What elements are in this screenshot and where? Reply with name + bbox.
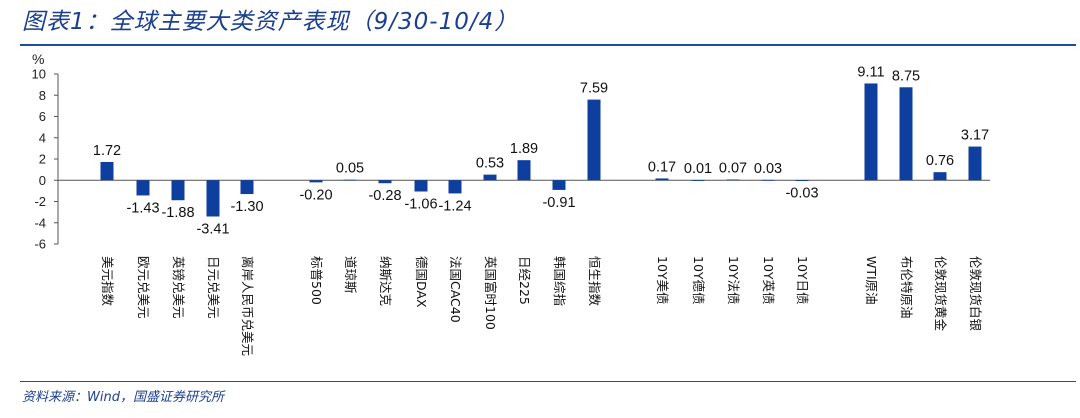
category-label: 美元指数 <box>100 256 115 307</box>
data-label: -0.28 <box>368 188 401 204</box>
y-tick-label: 4 <box>39 130 46 145</box>
bar <box>726 179 740 181</box>
bar <box>378 180 392 184</box>
category-label: 德国DAX <box>414 256 429 308</box>
bar <box>240 180 254 195</box>
source-note: 资料来源：Wind，国盛证券研究所 <box>22 390 224 405</box>
y-tick-label: 0 <box>39 173 46 188</box>
bar <box>761 179 775 181</box>
bar <box>933 172 947 181</box>
category-label: 日元兑美元 <box>206 256 221 319</box>
bar <box>448 180 462 194</box>
bar <box>552 180 566 190</box>
bar <box>691 180 705 181</box>
bar <box>587 99 601 181</box>
data-label: 0.17 <box>648 159 676 175</box>
bar <box>899 87 913 181</box>
footer-divider <box>20 381 1076 382</box>
category-label: WTI原油 <box>864 256 879 305</box>
y-tick-label: -6 <box>34 237 46 252</box>
bar <box>517 160 531 181</box>
category-label: 道琼斯 <box>343 256 358 294</box>
data-label: 0.53 <box>476 156 504 172</box>
data-label: 8.75 <box>892 68 920 84</box>
y-tick-label: 10 <box>32 67 46 82</box>
data-label: 7.59 <box>580 81 608 97</box>
bar <box>414 180 428 192</box>
category-label: 10Y德债 <box>691 256 706 305</box>
data-label: 1.72 <box>93 143 121 159</box>
category-label: 法国CAC40 <box>448 256 463 323</box>
bar <box>309 180 323 183</box>
category-label: 英国富时100 <box>483 256 498 330</box>
data-label: -1.06 <box>404 197 437 213</box>
y-axis-unit-label: % <box>32 51 44 67</box>
data-label: -1.43 <box>126 200 159 216</box>
bar <box>343 179 357 181</box>
data-label: 0.03 <box>754 161 782 177</box>
bar <box>100 161 114 181</box>
data-label: -1.88 <box>161 205 194 221</box>
bar <box>136 180 150 196</box>
data-label: 0.07 <box>719 161 747 177</box>
data-label: 0.01 <box>684 161 712 177</box>
y-tick-label: 6 <box>39 109 46 124</box>
category-label: 10Y法债 <box>726 256 741 305</box>
bar-chart: % -6 -4 -2 0 2 4 6 8 10 1.72 美元指数 -1.43 欧元兑美元 -1.88 英镑兑… <box>32 51 990 356</box>
bar <box>483 174 497 181</box>
data-label: 1.89 <box>510 141 538 157</box>
bar <box>968 146 982 181</box>
category-label: 韩国综指 <box>552 256 567 306</box>
category-label: 纳斯达克 <box>378 256 393 306</box>
category-label: 布伦特原油 <box>899 256 914 319</box>
y-tick-label: -4 <box>34 215 46 230</box>
data-label: 0.05 <box>336 161 364 177</box>
category-label: 离岸人民币兑美元 <box>240 256 255 356</box>
data-label: -0.03 <box>785 186 818 202</box>
y-tick-label: -2 <box>34 194 46 209</box>
bar <box>171 180 185 201</box>
data-label: -0.91 <box>542 195 575 211</box>
category-label: 标普500 <box>309 256 324 305</box>
data-label: 3.17 <box>961 128 989 144</box>
data-label: -0.20 <box>299 187 332 203</box>
category-label: 欧元兑美元 <box>136 256 151 319</box>
data-label: 0.76 <box>926 153 954 169</box>
chart-title: 图表1：全球主要大类资产表现（9/30-10/4） <box>22 9 519 35</box>
data-label: -1.30 <box>230 199 263 215</box>
bar <box>795 180 809 182</box>
bar <box>206 180 220 217</box>
category-label: 伦敦现货黄金 <box>933 256 948 332</box>
category-label: 10Y日债 <box>795 256 810 305</box>
data-label: -1.24 <box>438 198 471 214</box>
category-label: 10Y英债 <box>761 256 776 305</box>
category-label: 日经225 <box>517 256 532 305</box>
category-label: 伦敦现货白银 <box>968 256 983 332</box>
data-label: 9.11 <box>857 64 884 80</box>
category-label: 恒生指数 <box>587 256 602 307</box>
data-label: -3.41 <box>196 221 229 237</box>
bar <box>864 83 878 181</box>
y-tick-label: 8 <box>39 88 46 103</box>
y-tick-label: 2 <box>39 152 46 167</box>
bar <box>655 178 669 181</box>
category-label: 英镑兑美元 <box>171 256 186 319</box>
category-label: 10Y美债 <box>655 256 670 305</box>
title-divider <box>20 44 1076 46</box>
